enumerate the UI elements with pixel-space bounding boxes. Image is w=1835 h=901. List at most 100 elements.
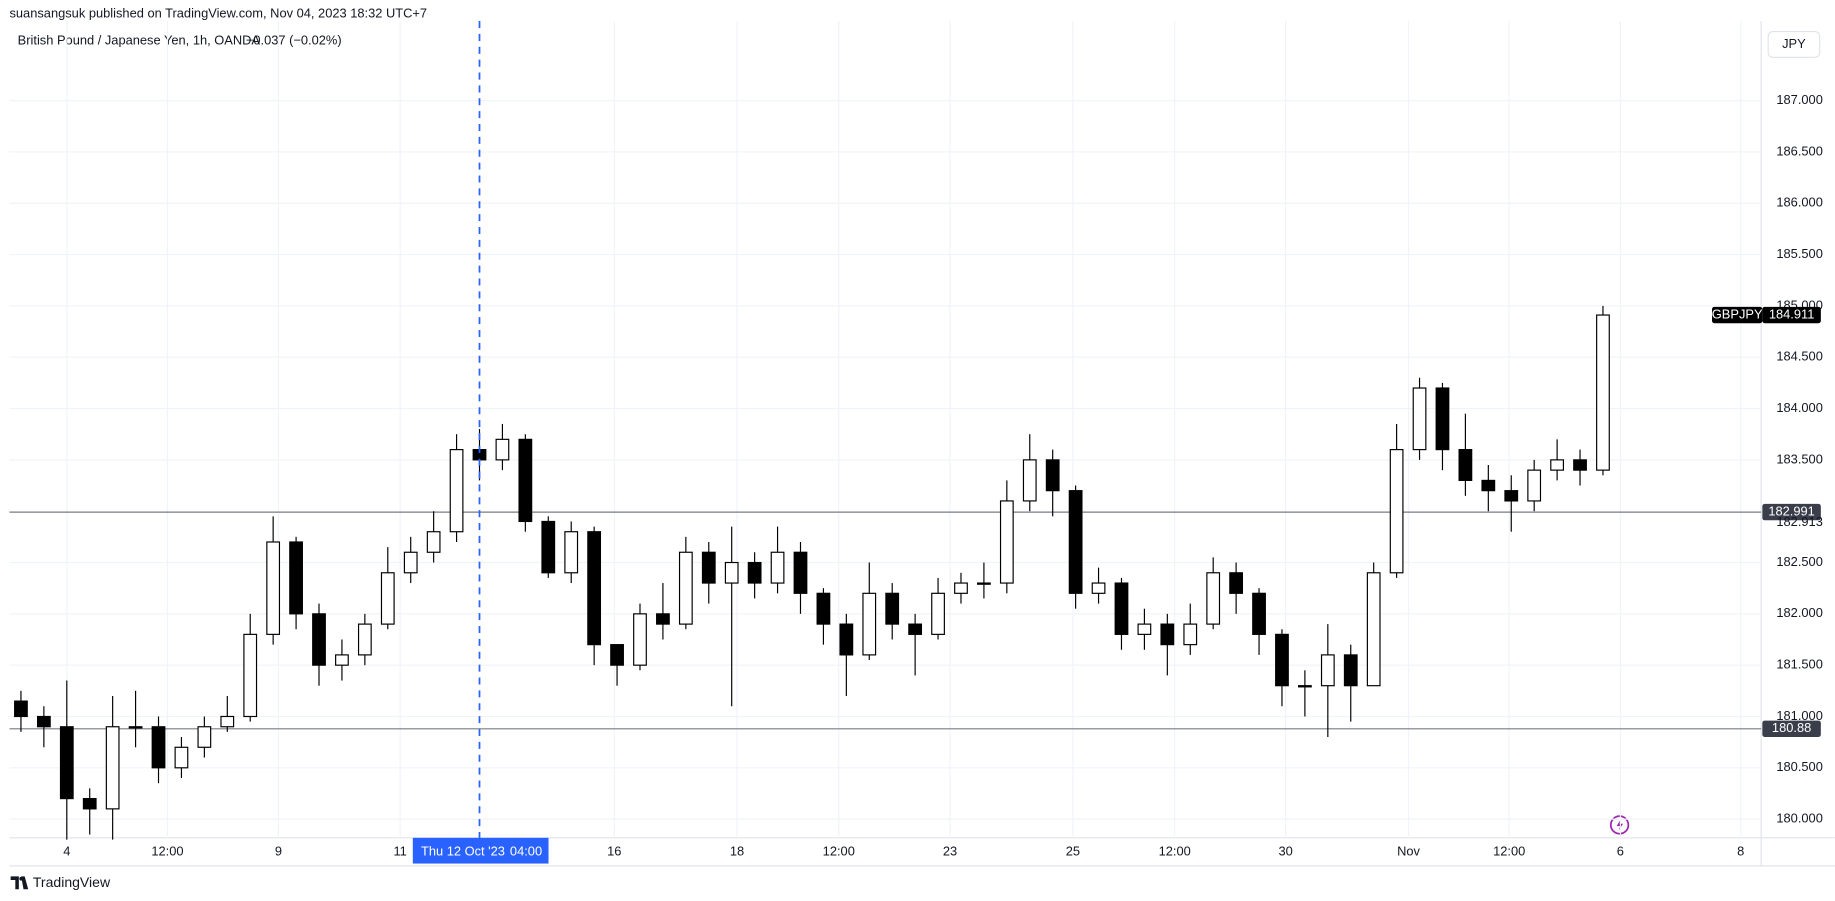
candle-body bbox=[518, 438, 533, 523]
candle-body bbox=[724, 561, 739, 584]
candle-body bbox=[14, 700, 28, 718]
symbol-label: GBPJPY bbox=[1712, 306, 1763, 321]
y-tick-label: 182.000 bbox=[1776, 605, 1822, 620]
candle-body bbox=[1573, 459, 1587, 471]
candle-body bbox=[1412, 387, 1427, 451]
candle-body bbox=[449, 449, 464, 533]
y-tick-label: 184.000 bbox=[1776, 400, 1822, 415]
candle-body bbox=[587, 531, 602, 646]
x-tick-label: 25 bbox=[1066, 843, 1080, 858]
brand-logo bbox=[10, 876, 29, 890]
candle-body bbox=[495, 438, 510, 461]
candle-body bbox=[1343, 654, 1358, 687]
candle-body bbox=[59, 726, 74, 800]
candle-body bbox=[1389, 449, 1404, 574]
x-tick-label: 8 bbox=[1737, 843, 1744, 858]
x-tick-label: 12:00 bbox=[1493, 843, 1525, 858]
candle-body bbox=[678, 551, 693, 625]
candle-body bbox=[357, 623, 372, 656]
y-tick-label: 183.500 bbox=[1776, 451, 1822, 466]
price-note: 182.913 bbox=[1776, 514, 1822, 529]
brand: TradingView bbox=[33, 874, 111, 890]
candle-body bbox=[931, 592, 945, 635]
hline-price-box bbox=[1762, 720, 1821, 737]
candle-body bbox=[954, 582, 968, 594]
candle-body bbox=[151, 726, 166, 769]
crosshair-time-box bbox=[412, 837, 549, 864]
candle-body bbox=[1206, 572, 1221, 625]
candle-body bbox=[999, 500, 1014, 584]
candle-body bbox=[1114, 582, 1129, 635]
candle-body bbox=[908, 623, 923, 635]
candle-body bbox=[747, 561, 762, 584]
candle-body bbox=[1481, 479, 1496, 492]
candle-body bbox=[312, 613, 326, 666]
candle-body bbox=[426, 531, 441, 553]
x-tick-label: 23 bbox=[943, 843, 957, 858]
y-tick-label: 180.500 bbox=[1776, 759, 1822, 774]
publisher-line: suansangsuk published on TradingView.com… bbox=[9, 5, 427, 20]
candle-body bbox=[701, 551, 716, 584]
candle-body bbox=[862, 592, 877, 656]
x-tick-label: 12:00 bbox=[1159, 843, 1191, 858]
candle-body bbox=[770, 551, 785, 584]
candle-body bbox=[1252, 592, 1266, 635]
candle-body bbox=[816, 592, 831, 625]
candle-body bbox=[1527, 469, 1542, 502]
crosshair-time: 04:00 bbox=[510, 843, 542, 858]
candle-body bbox=[403, 551, 418, 574]
candle-body bbox=[1458, 449, 1473, 481]
candle-body bbox=[564, 531, 579, 574]
currency-label[interactable]: JPY bbox=[1782, 36, 1806, 51]
candle-body bbox=[1320, 654, 1335, 687]
candle-body bbox=[380, 572, 395, 625]
candle-body bbox=[1068, 490, 1083, 594]
candle-body bbox=[220, 715, 235, 728]
x-tick-label: 12:00 bbox=[151, 843, 183, 858]
candle-body bbox=[610, 644, 624, 666]
candle-body bbox=[1550, 459, 1564, 471]
y-tick-label: 186.000 bbox=[1776, 195, 1822, 210]
candle-body bbox=[174, 746, 189, 769]
candle-body bbox=[197, 726, 212, 748]
candle-body bbox=[977, 582, 991, 585]
x-tick-label: 12:00 bbox=[823, 843, 855, 858]
y-tick-label: 181.000 bbox=[1776, 708, 1822, 723]
x-tick-label: 6 bbox=[1617, 843, 1624, 858]
candle-body bbox=[243, 633, 258, 718]
candle-body bbox=[335, 654, 349, 666]
candle-body bbox=[128, 726, 143, 729]
currency-button[interactable] bbox=[1767, 31, 1821, 58]
candle-body bbox=[82, 798, 97, 810]
candle-body bbox=[839, 623, 854, 656]
x-tick-label: 18 bbox=[730, 843, 744, 858]
candle-body bbox=[289, 541, 303, 615]
y-tick-label: 187.000 bbox=[1776, 92, 1822, 107]
x-tick-label: 4 bbox=[63, 843, 70, 858]
candle-body bbox=[793, 551, 808, 594]
candle-body bbox=[1229, 572, 1244, 594]
y-tick-label: 186.500 bbox=[1776, 143, 1822, 158]
candles bbox=[14, 305, 1610, 840]
y-tick-label: 181.500 bbox=[1776, 657, 1822, 672]
last-price-label: 184.911 bbox=[1769, 306, 1815, 321]
x-tick-label: Nov bbox=[1397, 843, 1420, 858]
y-tick-label: 180.000 bbox=[1776, 811, 1822, 826]
candle-body bbox=[1504, 490, 1519, 502]
candle-body bbox=[1275, 633, 1289, 687]
candle-body bbox=[541, 520, 556, 574]
candle-body bbox=[1596, 314, 1610, 471]
change: −0.037 (−0.02%) bbox=[246, 32, 342, 47]
candle-body bbox=[633, 613, 647, 666]
y-tick-label: 185.500 bbox=[1776, 246, 1822, 261]
candle-body bbox=[105, 726, 120, 810]
candle-body bbox=[1435, 387, 1450, 451]
candle-body bbox=[1183, 623, 1198, 646]
hline-price-label: 180.88 bbox=[1772, 720, 1811, 735]
candle-body bbox=[1137, 623, 1152, 635]
symbol-box bbox=[1712, 306, 1763, 324]
hline-price-label: 182.991 bbox=[1768, 504, 1814, 519]
x-tick-label: 16 bbox=[607, 843, 621, 858]
